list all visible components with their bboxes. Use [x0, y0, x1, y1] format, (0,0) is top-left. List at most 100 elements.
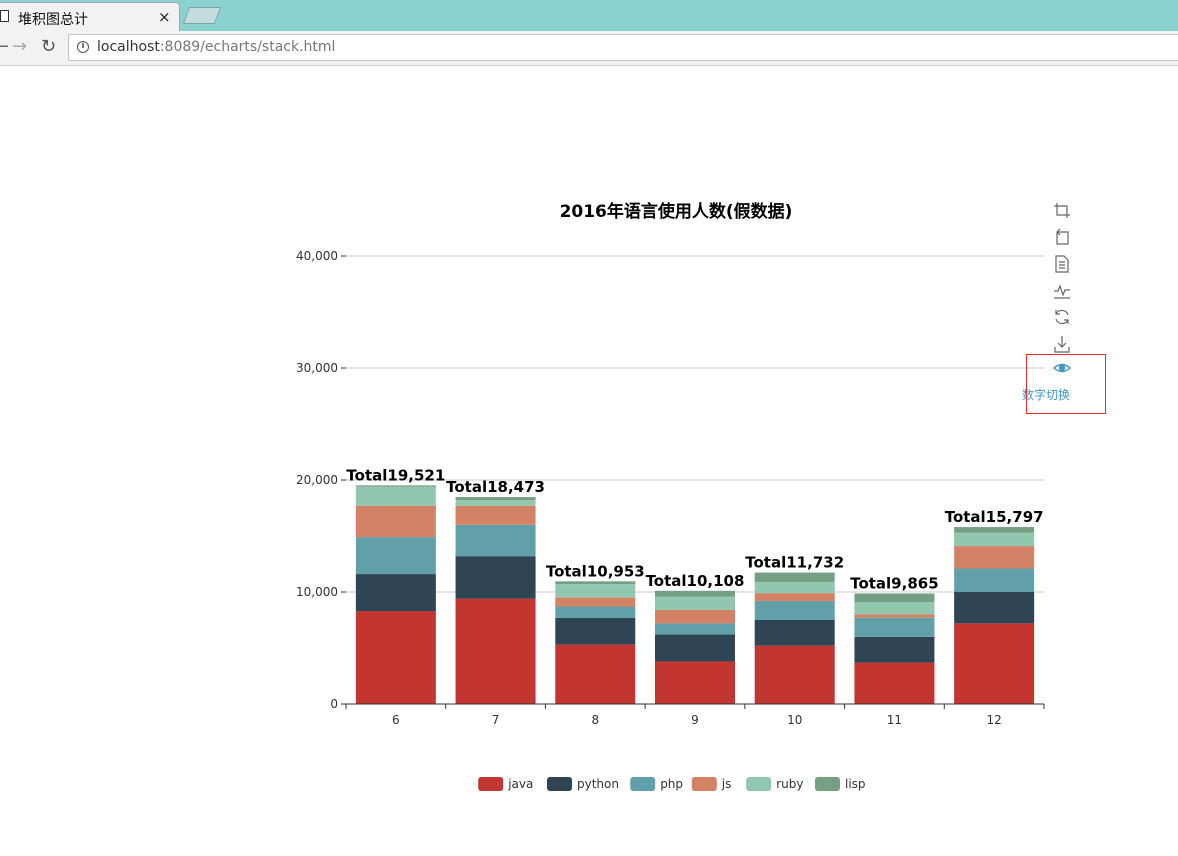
restore-icon[interactable] [1053, 308, 1071, 326]
line-switch-icon[interactable] [1053, 282, 1071, 300]
eye-icon[interactable] [1052, 359, 1072, 377]
legend-label: php [660, 777, 683, 791]
bar-segment-java[interactable] [355, 611, 436, 704]
bar-segment-js[interactable] [754, 593, 835, 601]
bar-segment-ruby[interactable] [455, 500, 536, 506]
bar-segment-js[interactable] [355, 505, 436, 538]
x-tick-label: 11 [887, 713, 902, 727]
total-label: Total18,473 [446, 478, 545, 496]
save-image-icon[interactable] [1053, 335, 1071, 353]
bar-segment-js[interactable] [655, 609, 735, 624]
x-tick-label: 7 [492, 713, 500, 727]
chart-bars [355, 485, 1035, 704]
bar-segment-ruby[interactable] [355, 486, 436, 506]
legend-swatch [547, 777, 572, 791]
legend-item-php[interactable]: php [630, 777, 683, 791]
bar-segment-java[interactable] [754, 645, 835, 704]
bar-segment-js[interactable] [854, 614, 935, 618]
legend-label: python [577, 777, 619, 791]
bar-segment-ruby[interactable] [954, 532, 1035, 547]
y-tick-label: 20,000 [296, 473, 338, 487]
legend-swatch [630, 777, 656, 791]
bar-segment-php[interactable] [754, 600, 835, 620]
legend-swatch [478, 777, 504, 791]
y-tick-label: 10,000 [296, 585, 338, 599]
bar-segment-java[interactable] [455, 598, 536, 704]
x-axis: 6 7 8 9 10 11 12 [345, 703, 1045, 727]
x-tick-label: 9 [691, 713, 699, 727]
total-label: Total15,797 [945, 508, 1044, 526]
reload-icon[interactable]: ↻ [41, 36, 57, 57]
bar-segment-python[interactable] [954, 592, 1035, 624]
bar-segment-python[interactable] [655, 634, 735, 662]
x-tick-label: 6 [392, 713, 400, 727]
bar-segment-js[interactable] [555, 597, 636, 607]
legend-item-java[interactable]: java [478, 777, 533, 791]
bar-segment-python[interactable] [754, 620, 835, 646]
bar-segment-php[interactable] [555, 606, 636, 618]
chart-legend: java python php js ruby lisp [478, 777, 866, 791]
restore-zoom-icon[interactable] [1053, 228, 1071, 246]
bar-segment-lisp[interactable] [655, 590, 735, 597]
bar-segment-js[interactable] [954, 546, 1035, 569]
bar-segment-php[interactable] [854, 617, 935, 637]
bar-segment-js[interactable] [455, 505, 536, 525]
x-tick-label: 10 [787, 713, 802, 727]
bar-segment-lisp[interactable] [455, 497, 536, 501]
bar-segment-ruby[interactable] [754, 581, 835, 594]
total-label: Total10,108 [646, 572, 745, 590]
x-tick-label: 8 [591, 713, 599, 727]
bar-segment-python[interactable] [854, 636, 935, 663]
bar-segment-python[interactable] [455, 556, 536, 599]
tab-title: 堆积图总计 [18, 12, 88, 28]
legend-label: lisp [845, 777, 866, 791]
bar-segment-java[interactable] [954, 623, 1035, 704]
forward-arrow-icon[interactable]: → [12, 36, 28, 57]
address-toolbar: ← → ↻ i localhost:8089/echarts/stack.htm… [0, 31, 1178, 66]
bar-segment-lisp[interactable] [555, 581, 636, 585]
legend-item-js[interactable]: js [691, 777, 732, 791]
legend-label: java [507, 777, 533, 791]
bar-segment-ruby[interactable] [555, 584, 636, 598]
bar-segment-lisp[interactable] [954, 527, 1035, 533]
url-input[interactable]: i localhost:8089/echarts/stack.html [68, 34, 1178, 61]
total-label: Total11,732 [745, 554, 844, 572]
bar-segment-php[interactable] [355, 537, 436, 575]
bar-segment-ruby[interactable] [854, 602, 935, 615]
y-tick-label: 40,000 [296, 249, 338, 263]
legend-item-lisp[interactable]: lisp [815, 777, 866, 791]
chart-title: 2016年语言使用人数(假数据) [560, 201, 793, 222]
bar-segment-java[interactable] [854, 662, 935, 704]
info-icon[interactable]: i [77, 41, 89, 53]
total-label: Total9,865 [850, 575, 938, 593]
data-zoom-icon[interactable] [1053, 202, 1071, 220]
y-tick-label: 0 [330, 697, 338, 711]
bar-segment-java[interactable] [655, 661, 735, 704]
back-arrow-icon[interactable]: ← [0, 36, 10, 57]
bar-segment-python[interactable] [355, 574, 436, 612]
browser-tab[interactable]: 堆积图总计 × [0, 2, 180, 31]
highlight-box [1026, 354, 1106, 414]
url-host: localhost [97, 39, 160, 55]
total-label: Total10,953 [546, 562, 645, 580]
legend-label: ruby [776, 777, 803, 791]
legend-swatch [746, 777, 772, 791]
tab-bar: 堆积图总计 × [0, 0, 1178, 31]
legend-item-python[interactable]: python [547, 777, 619, 791]
bar-segment-php[interactable] [954, 568, 1035, 592]
x-tick-label: 12 [987, 713, 1002, 727]
bar-segment-java[interactable] [555, 644, 636, 704]
bar-segment-lisp[interactable] [754, 572, 835, 582]
y-tick-label: 30,000 [296, 361, 338, 375]
bar-segment-lisp[interactable] [854, 593, 935, 603]
bar-segment-php[interactable] [455, 524, 536, 557]
number-toggle-label[interactable]: 数字切换 [1022, 388, 1071, 402]
legend-item-ruby[interactable]: ruby [746, 777, 803, 791]
tab-close-icon[interactable]: × [158, 8, 171, 26]
data-view-icon[interactable] [1053, 255, 1071, 273]
bar-segment-ruby[interactable] [655, 596, 735, 610]
bar-segment-lisp[interactable] [355, 485, 436, 487]
bar-segment-php[interactable] [655, 623, 735, 635]
bar-segment-python[interactable] [555, 617, 636, 645]
